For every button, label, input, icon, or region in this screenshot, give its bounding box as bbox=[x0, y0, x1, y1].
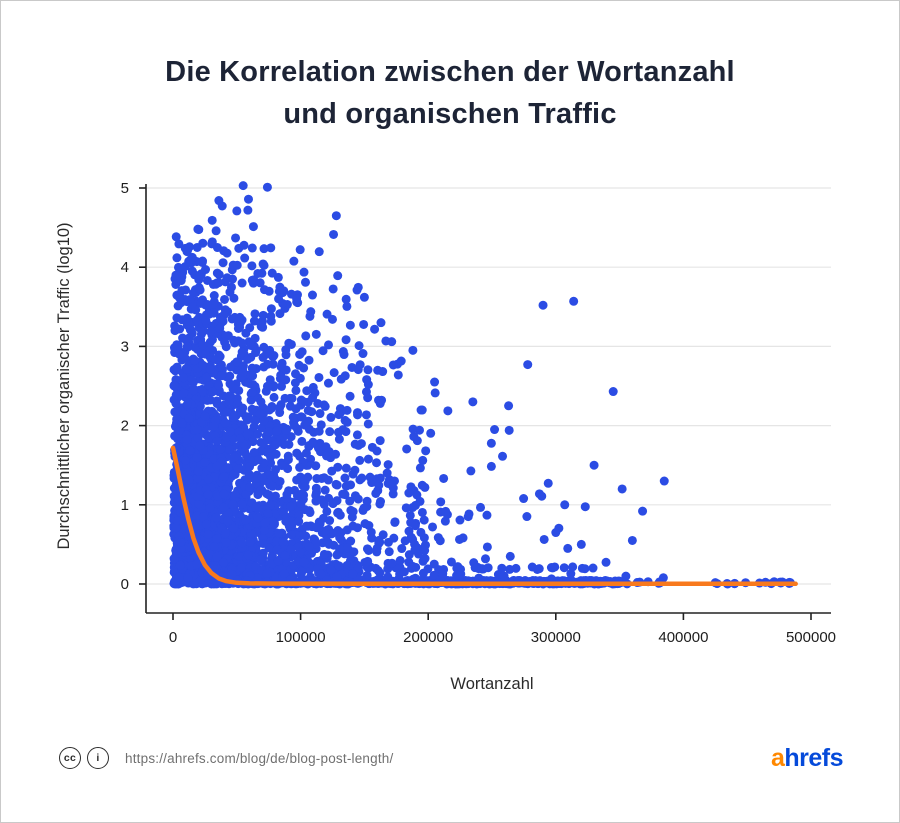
x-axis-label: Wortanzahl bbox=[450, 675, 533, 693]
svg-text:100000: 100000 bbox=[276, 629, 326, 646]
source-url: https://ahrefs.com/blog/de/blog-post-len… bbox=[125, 750, 394, 766]
ahrefs-logo-rest: hrefs bbox=[784, 743, 843, 772]
svg-text:1: 1 bbox=[121, 497, 129, 514]
svg-text:5: 5 bbox=[121, 180, 129, 197]
svg-text:300000: 300000 bbox=[531, 629, 581, 646]
svg-text:500000: 500000 bbox=[786, 629, 836, 646]
trend-line bbox=[170, 445, 798, 587]
creative-commons-icon: cc bbox=[59, 747, 81, 769]
svg-text:0: 0 bbox=[169, 629, 177, 646]
page-title-line1: Die Korrelation zwischen der Wortanzahl bbox=[165, 56, 735, 88]
svg-text:400000: 400000 bbox=[658, 629, 708, 646]
axes bbox=[139, 184, 831, 620]
scatter-points bbox=[169, 181, 795, 589]
svg-text:3: 3 bbox=[121, 338, 129, 355]
x-tick-labels: 0 100000 200000 300000 400000 500000 bbox=[169, 629, 836, 646]
svg-text:0: 0 bbox=[121, 576, 129, 593]
svg-text:200000: 200000 bbox=[403, 629, 453, 646]
svg-text:2: 2 bbox=[121, 418, 129, 435]
ahrefs-logo-a: a bbox=[770, 743, 785, 772]
ahrefs-logo: ahrefs bbox=[770, 743, 844, 773]
page-title-line2: und organischen Traffic bbox=[283, 98, 617, 130]
attribution-info-icon: i bbox=[87, 747, 109, 769]
footer: cc i https://ahrefs.com/blog/de/blog-pos… bbox=[59, 738, 843, 778]
page-title: Die Korrelation zwischen der Wortanzahl … bbox=[1, 51, 899, 135]
y-tick-labels: 0 1 2 3 4 5 bbox=[121, 180, 129, 593]
svg-text:4: 4 bbox=[121, 259, 129, 276]
y-axis-label: Durchschnittlicher organischer Traffic (… bbox=[55, 222, 73, 549]
